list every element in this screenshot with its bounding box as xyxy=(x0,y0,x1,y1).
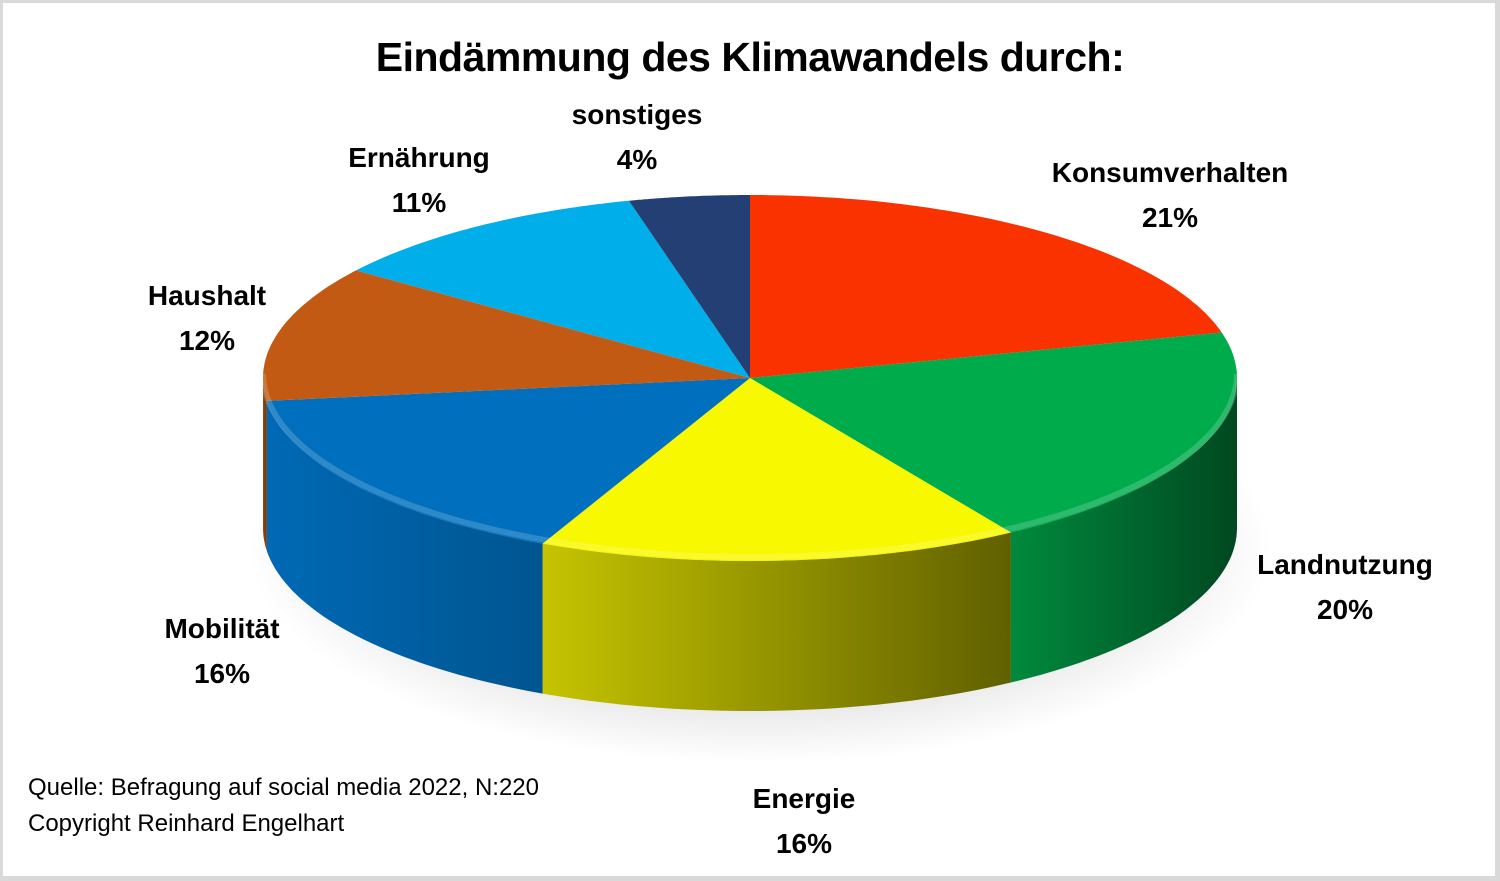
label-konsumverhalten: Konsumverhalten 21% xyxy=(1051,157,1289,233)
slice-sonstiges xyxy=(628,195,750,378)
copyright-text: Copyright Reinhard Engelhart xyxy=(28,810,345,837)
rim-highlight xyxy=(260,373,1240,561)
label-mobilitaet: Mobilität 16% xyxy=(164,613,280,689)
slice-konsumverhalten xyxy=(750,195,1222,378)
source-note: Quelle: Befragung auf social media 2022,… xyxy=(28,770,539,842)
side-wall-haushalt xyxy=(263,378,267,551)
label-energie: Energie 16% xyxy=(752,783,856,859)
slice-energie xyxy=(542,378,1011,561)
pie-top-slices xyxy=(260,195,1240,561)
slice-mobilität xyxy=(266,378,750,544)
side-wall-mobilität xyxy=(266,400,543,694)
label-landnutzung: Landnutzung 20% xyxy=(1257,549,1433,625)
source-text: Quelle: Befragung auf social media 2022,… xyxy=(28,774,539,801)
side-wall-energie xyxy=(542,532,1011,711)
side-wall-landnutzung xyxy=(1010,378,1237,683)
chart-title: Eindämmung des Klimawandels durch: xyxy=(375,34,1125,80)
label-sonstiges: sonstiges 4% xyxy=(571,99,703,175)
label-haushalt: Haushalt 12% xyxy=(147,280,267,356)
pie-side-walls xyxy=(263,378,1237,711)
slice-ernährung xyxy=(356,200,750,378)
slice-landnutzung xyxy=(750,332,1237,533)
label-ernaehrung: Ernährung 11% xyxy=(348,142,490,218)
slice-haushalt xyxy=(263,270,750,401)
